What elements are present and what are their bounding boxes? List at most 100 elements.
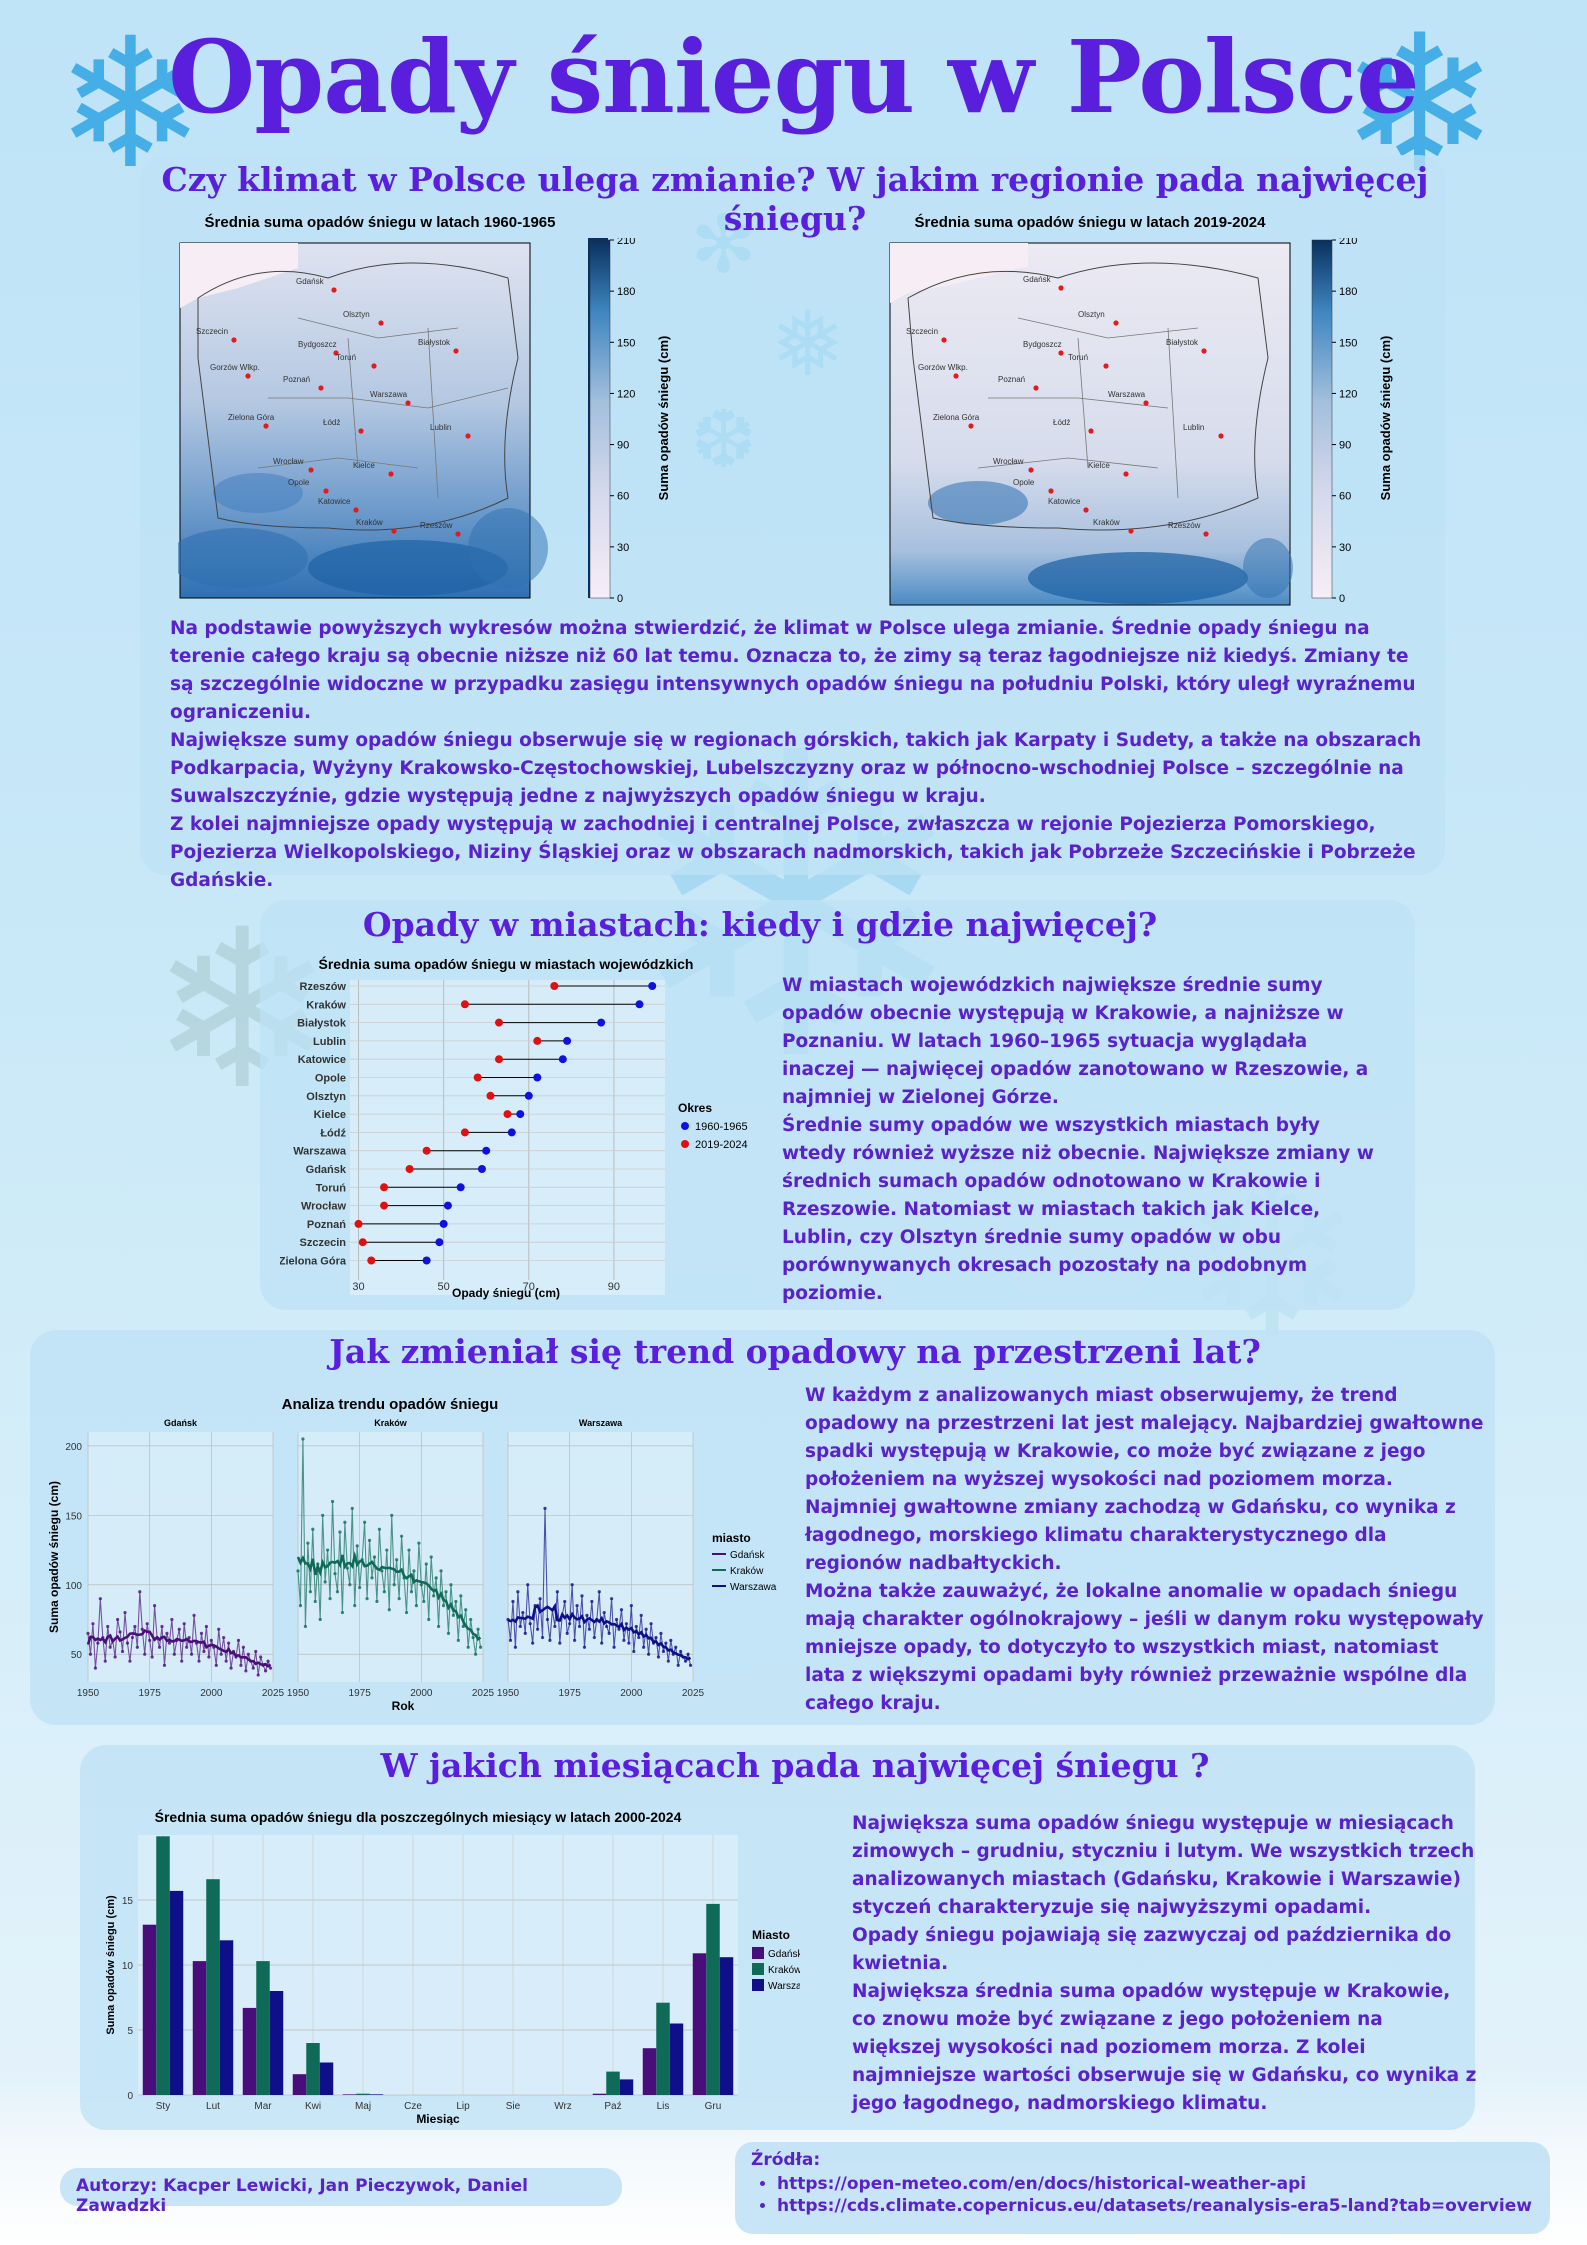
data-point [400, 1534, 404, 1538]
city-label: Warszawa [370, 390, 408, 399]
y-axis-label: Suma opadów śniegu (cm) [105, 1895, 117, 2035]
city-label: Olsztyn [343, 310, 370, 319]
colorbar-label: Suma opadów śniegu (cm) [656, 336, 671, 501]
colorbar-tick-label: 0 [617, 593, 623, 605]
colorbar-tick-label: 60 [617, 491, 629, 503]
data-point [563, 1599, 567, 1604]
city-tick-label: Olsztyn [306, 1091, 346, 1103]
data-point [622, 1638, 626, 1642]
data-point [585, 1613, 589, 1617]
city-label: Katowice [318, 497, 351, 506]
data-point [353, 1604, 357, 1608]
point-1960-1965 [443, 1201, 452, 1210]
authors-box: Autorzy: Kacper Lewicki, Jan Pieczywok, … [60, 2168, 622, 2216]
x-tick-label: 1975 [139, 1688, 162, 1699]
city-marker [453, 348, 459, 354]
x-tick-label: 2000 [200, 1688, 223, 1699]
city-label: Zielona Góra [228, 413, 275, 422]
data-point [424, 1562, 428, 1566]
data-point [264, 1669, 268, 1673]
legend-marker [681, 1122, 689, 1130]
data-point [600, 1641, 604, 1645]
data-point [328, 1597, 332, 1601]
y-tick-label: 50 [71, 1650, 83, 1661]
data-point [197, 1659, 201, 1663]
city-marker [1058, 285, 1064, 291]
point-1960-1965 [477, 1165, 486, 1173]
city-marker [1128, 528, 1134, 534]
data-point [619, 1608, 624, 1612]
legend-label: Warszawa [768, 1981, 800, 1992]
data-point [187, 1635, 191, 1640]
data-point [321, 1513, 325, 1517]
city-label: Bydgoszcz [298, 340, 337, 349]
map-2019-title: Średnia suma opadów śniegu w latach 2019… [914, 214, 1266, 231]
point-1960-1965 [533, 1073, 542, 1082]
colorbar-tick-label: 60 [1339, 491, 1351, 503]
legend-label: Kraków [730, 1566, 764, 1577]
section1-text: Na podstawie powyższych wykresów można s… [170, 615, 1425, 895]
data-point [130, 1635, 134, 1640]
point-2019-2024 [494, 1018, 503, 1027]
map-1960-colorbar: 210 180 150 120 90 60 30 0 Suma opadów śniegu (… [589, 238, 671, 605]
data-point [469, 1617, 473, 1622]
data-point [536, 1627, 540, 1631]
city-tick-label: Wrocław [301, 1201, 346, 1213]
section3-heading: Jak zmieniał się trend opadowy na przest… [329, 1332, 1261, 1371]
data-point [518, 1624, 522, 1629]
bar-Warszawa [319, 2062, 334, 2095]
data-point [91, 1622, 95, 1626]
source-link[interactable]: https://cds.climate.copernicus.eu/datase… [777, 2196, 1534, 2216]
city-marker [308, 467, 314, 473]
bar-Kraków [156, 1836, 170, 2095]
data-point [125, 1641, 130, 1645]
city-marker [1028, 467, 1034, 473]
point-1960-1965 [648, 982, 657, 990]
data-point [437, 1624, 441, 1629]
x-tick-label: 50 [438, 1281, 450, 1293]
bar-Kraków [206, 1879, 220, 2095]
data-point [637, 1635, 641, 1640]
section2-text: W miastach wojewódzkich największe średn… [782, 972, 1382, 1308]
y-tick-label: 150 [65, 1511, 82, 1522]
city-tick-label: Opole [315, 1073, 346, 1085]
data-point [454, 1599, 458, 1604]
city-label: Rzeszów [1168, 521, 1201, 530]
point-1960-1965 [422, 1256, 431, 1265]
city-label: Kraków [1093, 518, 1120, 527]
x-tick-label: Sty [156, 2101, 170, 2112]
data-point [464, 1608, 468, 1612]
data-point [268, 1666, 273, 1670]
data-point [639, 1613, 643, 1617]
point-1960-1965 [635, 1000, 644, 1009]
data-point [192, 1613, 196, 1617]
colorbar-tick-label: 90 [617, 440, 629, 452]
x-tick-label: 1975 [349, 1688, 372, 1699]
data-point [246, 1652, 250, 1656]
data-point [617, 1627, 621, 1631]
data-point [301, 1437, 305, 1441]
point-2019-2024 [473, 1073, 482, 1082]
data-point [224, 1659, 228, 1663]
legend-marker [752, 1979, 764, 1991]
data-point [419, 1583, 423, 1587]
trend-line-Warszawa [507, 1602, 692, 1661]
point-2019-2024 [550, 982, 559, 990]
data-point [605, 1624, 609, 1629]
source-link[interactable]: https://open-meteo.com/en/docs/historica… [777, 2174, 1534, 2194]
cities-dumbbell-chart: Średnia suma opadów śniegu w miastach wo… [280, 955, 748, 1300]
city-label: Katowice [1048, 497, 1081, 506]
city-marker [1103, 363, 1109, 369]
x-axis-label: Rok [392, 1699, 415, 1713]
data-point [612, 1645, 616, 1649]
city-marker [1143, 400, 1149, 406]
panel-label: Kraków [374, 1418, 408, 1428]
data-point [666, 1659, 670, 1663]
x-tick-label: Wrz [554, 2101, 572, 2112]
data-point [202, 1649, 206, 1654]
data-point [254, 1649, 258, 1654]
city-marker [245, 373, 251, 379]
data-point [345, 1566, 349, 1570]
data-point [446, 1631, 451, 1635]
data-point [669, 1638, 673, 1642]
